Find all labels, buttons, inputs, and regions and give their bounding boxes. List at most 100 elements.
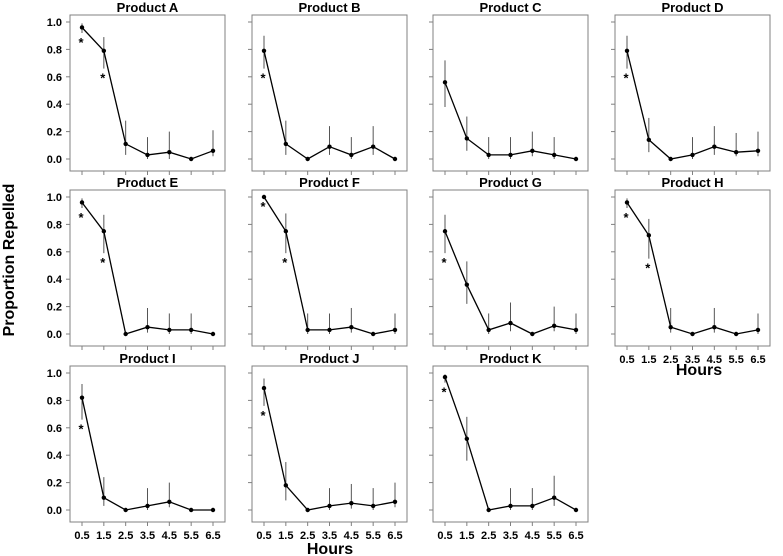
x-tick-label: 3.5 — [685, 354, 700, 366]
data-point — [733, 331, 739, 337]
panel-e: Product E 0.0 0.2 0.4 0.6 0.8 1.0 * * — [47, 175, 226, 350]
data-point — [392, 327, 398, 333]
y-tick-label: 0.8 — [47, 219, 62, 231]
panels: Product A0.00.20.40.60.81.0**Product B*P… — [47, 0, 771, 542]
data-point — [101, 229, 107, 234]
panel-b: Product B * — [248, 0, 408, 175]
x-tick-label: 0.5 — [619, 354, 634, 366]
data-point — [283, 229, 289, 234]
data-point — [123, 507, 128, 513]
x-tick-label: 5.5 — [366, 530, 381, 542]
data-point — [646, 137, 652, 143]
data-point — [188, 507, 194, 513]
data-point — [101, 48, 107, 53]
data-point — [145, 324, 150, 330]
panel-j: Product J 0.5 1.5 2.5 3.5 4.5 5.5 6.5 * — [248, 351, 408, 542]
x-tick-label: 0.5 — [74, 530, 89, 542]
y-tick-label: 0.0 — [47, 329, 62, 341]
data-point — [145, 503, 150, 509]
data-point — [530, 148, 535, 153]
data-point — [349, 500, 354, 506]
y-tick-label: 1.0 — [47, 192, 62, 204]
panel-a: Product A 0.0 0.2 0.4 0.6 0.8 1.0 * * — [47, 0, 226, 175]
data-point — [327, 327, 332, 333]
significance-star: * — [78, 210, 84, 225]
data-point — [690, 331, 695, 337]
data-point — [508, 152, 513, 158]
y-tick-label: 0.0 — [47, 154, 62, 166]
x-tick-label: 2.5 — [300, 530, 315, 542]
data-point — [646, 233, 652, 238]
panel-i: Product I 0.0 0.2 0.4 0.6 0.8 1.0 0.5 1.5 2.5 3.5 4… — [47, 351, 226, 542]
panel-title: Product C — [479, 0, 542, 15]
x-tick-label: 1.5 — [641, 354, 656, 366]
data-point — [370, 144, 376, 149]
data-point — [668, 324, 673, 330]
data-point — [733, 149, 739, 155]
x-tick-label: 3.5 — [140, 530, 155, 542]
panel-title: Product A — [117, 0, 179, 15]
data-point — [668, 156, 673, 162]
panel-frame — [614, 189, 771, 347]
data-point — [551, 152, 557, 158]
x-tick-label: 5.5 — [729, 354, 744, 366]
data-point — [508, 503, 513, 509]
data-point — [370, 331, 376, 337]
data-point — [712, 144, 717, 149]
data-point — [551, 323, 557, 328]
panel-g: Product G * — [429, 175, 589, 350]
panel-title: Product J — [300, 351, 360, 366]
significance-star: * — [78, 35, 84, 50]
data-point — [210, 331, 216, 337]
data-point — [305, 327, 310, 333]
x-tick-label: 4.5 — [344, 530, 359, 542]
data-point — [167, 149, 172, 155]
x-tick-label: 1.5 — [459, 530, 474, 542]
panel-title: Product H — [661, 175, 723, 190]
data-point — [392, 156, 398, 162]
x-tick-label: 1.5 — [96, 530, 111, 542]
x-tick-label: 3.5 — [322, 530, 337, 542]
x-tick-label: 2.5 — [481, 530, 496, 542]
data-point — [690, 152, 695, 158]
x-tick-label: 0.5 — [256, 530, 271, 542]
panel-title: Product B — [298, 0, 360, 15]
panel-c: Product C — [429, 0, 589, 175]
x-tick-label: 6.5 — [387, 530, 402, 542]
significance-star: * — [645, 261, 651, 276]
y-tick-label: 0.2 — [47, 478, 62, 490]
data-point — [486, 327, 491, 333]
x-tick-label: 6.5 — [205, 530, 220, 542]
data-point — [261, 385, 267, 391]
significance-star: * — [260, 71, 266, 86]
panel-h: Product H 0.5 1.5 2.5 3.5 4.5 5.5 6.5 * * — [611, 175, 771, 366]
panel-title: Product D — [661, 0, 723, 15]
significance-star: * — [100, 255, 106, 270]
panel-k: Product K 0.5 1.5 2.5 3.5 4.5 5.5 6.5 * — [429, 351, 589, 542]
x-tick-label: 4.5 — [707, 354, 722, 366]
data-point — [392, 499, 398, 504]
data-point — [486, 152, 491, 158]
significance-star: * — [260, 408, 266, 423]
x-axis-label-bottom: Hours — [307, 541, 353, 556]
x-tick-label: 4.5 — [525, 530, 540, 542]
data-point — [573, 507, 579, 513]
y-tick-label: 0.6 — [47, 72, 62, 84]
data-point — [755, 327, 761, 333]
panel-title: Product G — [479, 175, 542, 190]
x-tick-label: 2.5 — [663, 354, 678, 366]
y-tick-label: 0.2 — [47, 127, 62, 139]
x-tick-label: 6.5 — [568, 530, 583, 542]
x-tick-label: 6.5 — [750, 354, 765, 366]
y-tick-label: 0.4 — [47, 450, 63, 462]
data-point — [167, 327, 172, 333]
significance-star: * — [623, 71, 629, 86]
panel-title: Product K — [479, 351, 542, 366]
data-point — [573, 156, 579, 162]
y-tick-label: 0.0 — [47, 505, 62, 517]
y-tick-label: 0.8 — [47, 395, 62, 407]
data-point — [442, 229, 448, 234]
data-point — [305, 507, 310, 513]
data-point — [79, 200, 85, 205]
